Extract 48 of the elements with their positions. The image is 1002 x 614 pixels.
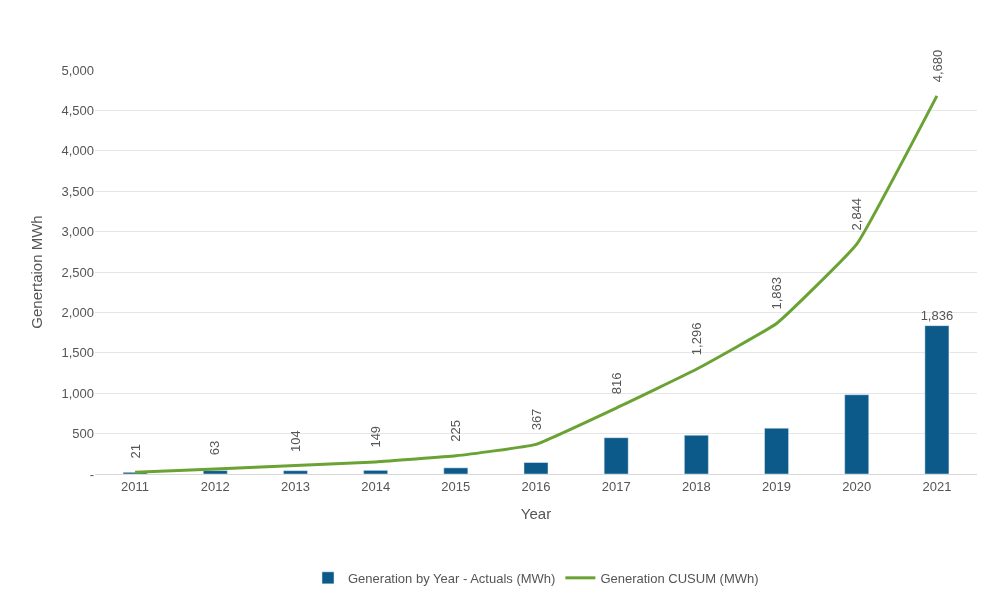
data-label: 367	[528, 408, 544, 431]
x-tick-label: 2011	[121, 478, 150, 494]
x-tick-label: 2016	[521, 478, 551, 494]
x-tick-label: 2018	[681, 478, 711, 494]
bar	[844, 394, 869, 474]
bar	[283, 470, 308, 474]
x-tick-label: 2020	[842, 478, 872, 494]
legend-label: Generation by Year - Actuals (MWh)	[348, 570, 556, 586]
y-tick-label: 4,000	[61, 143, 94, 159]
data-label: 816	[609, 372, 625, 395]
data-label: 1,296	[688, 322, 704, 356]
x-tick-label: 2017	[601, 478, 631, 494]
data-label: 1,863	[768, 276, 784, 310]
data-label: 1,836	[920, 307, 954, 323]
bar	[924, 325, 950, 474]
y-tick-label: 2,500	[61, 264, 94, 280]
bar	[203, 470, 228, 474]
bar	[684, 434, 709, 474]
y-tick-label: 1,000	[61, 385, 94, 401]
y-tick-label: 5,000	[61, 62, 94, 78]
y-tick-label: 2,000	[61, 304, 94, 320]
x-tick-label: 2012	[200, 478, 230, 494]
x-tick-label: 2015	[441, 478, 471, 494]
data-label: 63	[207, 440, 223, 456]
bar	[764, 427, 789, 474]
data-label: 225	[448, 419, 463, 442]
data-label: 4,680	[929, 49, 945, 83]
data-label: 149	[367, 425, 383, 448]
y-tick-label: 4,500	[61, 102, 94, 118]
y-axis-title: Genertaion MWh	[27, 215, 45, 329]
data-label: 21	[127, 443, 143, 459]
bar	[363, 470, 388, 474]
y-tick-label: 500	[72, 426, 94, 442]
x-tick-label: 2019	[762, 478, 792, 494]
data-label: 2,844	[849, 197, 865, 231]
y-tick-label: 3,000	[61, 224, 94, 240]
x-axis-title: Year	[520, 504, 552, 522]
legend-label: Generation CUSUM (MWh)	[600, 570, 759, 586]
bar	[523, 462, 549, 474]
x-tick-label: 2014	[361, 478, 391, 494]
data-label: 104	[287, 430, 303, 453]
y-tick-label: 3,500	[61, 183, 94, 199]
bar	[603, 437, 629, 474]
bar	[443, 467, 469, 474]
y-tick-label: 1,500	[61, 345, 94, 361]
x-tick-label: 2021	[922, 478, 952, 494]
x-tick-label: 2013	[280, 478, 310, 494]
y-tick-label: -	[89, 466, 94, 482]
